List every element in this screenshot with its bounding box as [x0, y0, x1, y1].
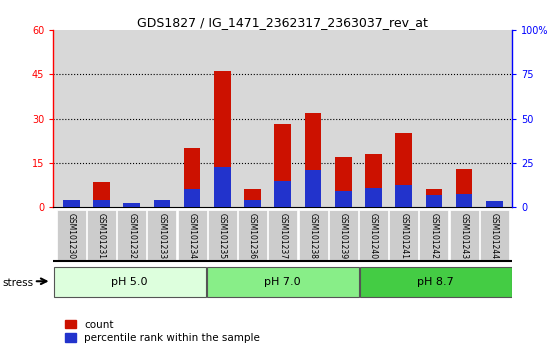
- Bar: [63, 200, 80, 207]
- Text: GSM101235: GSM101235: [218, 213, 227, 259]
- FancyBboxPatch shape: [359, 210, 388, 262]
- FancyBboxPatch shape: [329, 210, 358, 262]
- FancyBboxPatch shape: [54, 267, 206, 297]
- Text: GSM101236: GSM101236: [248, 213, 257, 259]
- Bar: [274, 125, 291, 207]
- FancyBboxPatch shape: [178, 210, 207, 262]
- Bar: [214, 167, 231, 207]
- Bar: [365, 154, 382, 207]
- Bar: [426, 189, 442, 207]
- Bar: [335, 157, 352, 207]
- FancyBboxPatch shape: [207, 267, 359, 297]
- Bar: [456, 194, 473, 207]
- FancyBboxPatch shape: [389, 210, 418, 262]
- Bar: [123, 202, 140, 207]
- Bar: [395, 185, 412, 207]
- Bar: [395, 133, 412, 207]
- Text: GSM101231: GSM101231: [97, 213, 106, 259]
- Bar: [486, 201, 502, 207]
- Text: pH 5.0: pH 5.0: [111, 276, 148, 287]
- FancyBboxPatch shape: [480, 210, 509, 262]
- Bar: [153, 201, 170, 207]
- Bar: [456, 169, 473, 207]
- FancyBboxPatch shape: [238, 210, 267, 262]
- FancyBboxPatch shape: [87, 210, 116, 262]
- Bar: [153, 200, 170, 207]
- Bar: [123, 202, 140, 207]
- Text: GSM101240: GSM101240: [369, 213, 378, 259]
- Text: pH 7.0: pH 7.0: [264, 276, 301, 287]
- Bar: [244, 189, 261, 207]
- FancyBboxPatch shape: [268, 210, 297, 262]
- Text: stress: stress: [3, 278, 34, 288]
- Text: GSM101242: GSM101242: [430, 213, 438, 259]
- Text: GSM101237: GSM101237: [278, 213, 287, 259]
- FancyBboxPatch shape: [117, 210, 146, 262]
- Title: GDS1827 / IG_1471_2362317_2363037_rev_at: GDS1827 / IG_1471_2362317_2363037_rev_at: [137, 16, 428, 29]
- Bar: [244, 200, 261, 207]
- Bar: [426, 195, 442, 207]
- FancyBboxPatch shape: [57, 210, 86, 262]
- Legend: count, percentile rank within the sample: count, percentile rank within the sample: [61, 315, 264, 347]
- Text: GSM101233: GSM101233: [157, 213, 166, 259]
- Bar: [184, 148, 200, 207]
- Text: GSM101234: GSM101234: [188, 213, 197, 259]
- Text: GSM101244: GSM101244: [490, 213, 499, 259]
- Bar: [93, 182, 110, 207]
- Text: GSM101241: GSM101241: [399, 213, 408, 259]
- Bar: [214, 72, 231, 207]
- Bar: [274, 181, 291, 207]
- Text: GSM101230: GSM101230: [67, 213, 76, 259]
- FancyBboxPatch shape: [450, 210, 479, 262]
- FancyBboxPatch shape: [419, 210, 449, 262]
- Bar: [184, 189, 200, 207]
- Bar: [335, 191, 352, 207]
- Text: pH 8.7: pH 8.7: [418, 276, 454, 287]
- Text: GSM101239: GSM101239: [339, 213, 348, 259]
- Text: GSM101238: GSM101238: [309, 213, 318, 259]
- Text: GSM101232: GSM101232: [127, 213, 136, 259]
- FancyBboxPatch shape: [147, 210, 176, 262]
- FancyBboxPatch shape: [298, 210, 328, 262]
- Bar: [305, 170, 321, 207]
- Bar: [365, 188, 382, 207]
- Bar: [93, 200, 110, 207]
- Text: GSM101243: GSM101243: [460, 213, 469, 259]
- Bar: [63, 201, 80, 207]
- FancyBboxPatch shape: [360, 267, 512, 297]
- Bar: [305, 113, 321, 207]
- FancyBboxPatch shape: [208, 210, 237, 262]
- Bar: [486, 204, 502, 207]
